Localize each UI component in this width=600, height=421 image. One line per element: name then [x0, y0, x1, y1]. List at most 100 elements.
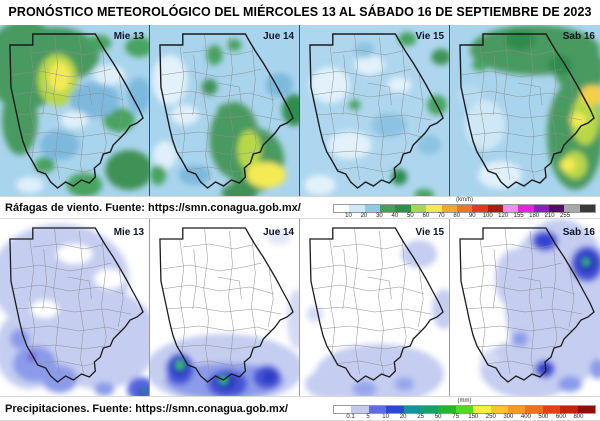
legend-cell: [403, 405, 422, 413]
wind-map-jue14-svg: Jue 14: [150, 25, 299, 196]
legend-tick: 150: [468, 413, 479, 420]
wind-map-mie13-svg: Mie 13: [0, 25, 149, 196]
wind-map-vie15-svg: Vie 15: [300, 25, 449, 196]
legend-cell: [438, 405, 456, 413]
legend-tick: 70: [437, 212, 445, 219]
legend-cell: [579, 204, 596, 212]
wind-legend-colorbar: [333, 203, 596, 213]
wind-day-label-mie13: Mie 13: [114, 31, 145, 42]
legend-tick: 210: [544, 212, 555, 219]
precip-map-mie13-svg: Mie 13: [0, 219, 149, 396]
precip-legend: (mm) 0.1 5 10 20 25 50 75 150 250 300 400 500 600 800: [333, 397, 596, 421]
legend-cell: [334, 204, 350, 212]
legend-tick: 50: [407, 212, 414, 219]
precip-caption-bar: Precipitaciones. Fuente: https://smn.con…: [0, 396, 600, 421]
legend-tick: 800: [573, 413, 584, 420]
legend-tick: 250: [485, 413, 496, 420]
legend-cell: [564, 204, 580, 212]
legend-tick: 300: [503, 413, 514, 420]
legend-cell: [441, 204, 457, 212]
legend-cell: [380, 204, 396, 212]
legend-cell: [410, 204, 427, 212]
wind-map-jue14: Jue 14: [150, 25, 300, 196]
wind-map-mie13: Mie 13: [0, 25, 150, 196]
legend-cell: [490, 405, 509, 413]
legend-cell: [473, 405, 491, 413]
legend-cell: [351, 405, 369, 413]
precip-map-vie15-svg: Vie 15: [300, 219, 449, 396]
legend-tick: 120: [498, 212, 509, 219]
legend-tick: 20: [360, 212, 368, 219]
legend-cell: [542, 405, 561, 413]
legend-cell: [518, 204, 534, 212]
wind-caption: Ráfagas de viento. Fuente: https://smn.c…: [5, 201, 301, 214]
legend-tick: 20: [399, 413, 407, 420]
wind-map-sab16: Sab 16: [450, 25, 600, 196]
legend-cell: [560, 405, 578, 413]
legend-tick: 600: [555, 413, 566, 420]
page-title: PRONÓSTICO METEOROLÓGICO DEL MIÉRCOLES 1…: [8, 5, 592, 19]
wind-caption-bar: Ráfagas de viento. Fuente: https://smn.c…: [0, 196, 600, 219]
legend-tick: 75: [452, 413, 460, 420]
wind-legend: (km/h) 10 20 30 40 50 60 70 80 90 100 120 155 180 210…: [333, 196, 596, 220]
precip-day-label-vie15: Vie 15: [416, 227, 445, 238]
legend-cell: [508, 405, 526, 413]
legend-cell: [533, 204, 550, 212]
legend-tick: 100: [482, 212, 493, 219]
legend-cell: [426, 204, 442, 212]
legend-cell: [525, 405, 543, 413]
precip-map-jue14: Jue 14: [150, 219, 300, 396]
legend-cell: [334, 405, 352, 413]
precip-map-jue14-svg: Jue 14: [150, 219, 299, 396]
legend-tick: 50: [434, 413, 442, 420]
wind-legend-unit: (km/h): [456, 196, 473, 203]
precip-map-vie15: Vie 15: [300, 219, 450, 396]
legend-tick: 400: [520, 413, 531, 420]
legend-cell: [487, 204, 503, 212]
legend-tick: 40: [391, 212, 399, 219]
legend-tick: 255: [560, 212, 571, 219]
legend-cell: [472, 204, 488, 212]
legend-tick: 155: [513, 212, 524, 219]
wind-day-label-sab16: Sab 16: [563, 31, 596, 42]
legend-tick: 500: [538, 413, 549, 420]
legend-tick: 10: [382, 413, 389, 420]
wind-day-label-jue14: Jue 14: [263, 31, 294, 42]
legend-cell: [349, 204, 365, 212]
legend-cell: [456, 204, 473, 212]
precip-map-mie13: Mie 13: [0, 219, 150, 396]
legend-tick: 0.1: [346, 413, 355, 420]
legend-cell: [502, 204, 519, 212]
legend-cell: [577, 405, 596, 413]
wind-map-vie15: Vie 15: [300, 25, 450, 196]
precip-map-sab16: Sab 16: [450, 219, 600, 396]
wind-map-row: Mie 13: [0, 25, 600, 196]
legend-cell: [455, 405, 474, 413]
legend-tick: 5: [366, 413, 370, 420]
legend-cell: [549, 204, 565, 212]
legend-tick: 90: [468, 212, 476, 219]
legend-tick: 60: [422, 212, 430, 219]
precip-day-label-sab16: Sab 16: [563, 227, 596, 238]
legend-tick: 25: [417, 413, 424, 420]
legend-cell: [421, 405, 439, 413]
legend-tick: 30: [376, 212, 383, 219]
precip-map-row: Mie 13: [0, 219, 600, 396]
legend-cell: [386, 405, 404, 413]
legend-cell: [368, 405, 387, 413]
wind-legend-ticks: 10 20 30 40 50 60 70 80 90 100 120 155 180 210 255: [333, 213, 596, 220]
precip-legend-ticks: 0.1 5 10 20 25 50 75 150 250 300 400 500 600 800: [333, 414, 596, 421]
precip-legend-unit: (mm): [457, 397, 472, 404]
precip-map-sab16-svg: Sab 16: [450, 219, 600, 396]
legend-cell: [395, 204, 411, 212]
legend-cell: [364, 204, 381, 212]
legend-tick: 80: [453, 212, 461, 219]
wind-day-label-vie15: Vie 15: [416, 31, 445, 42]
precip-day-label-jue14: Jue 14: [263, 227, 294, 238]
precip-day-label-mie13: Mie 13: [114, 227, 145, 238]
legend-tick: 10: [345, 212, 352, 219]
legend-tick: 180: [529, 212, 540, 219]
precip-caption: Precipitaciones. Fuente: https://smn.con…: [5, 402, 288, 415]
precip-legend-colorbar: [333, 404, 596, 414]
